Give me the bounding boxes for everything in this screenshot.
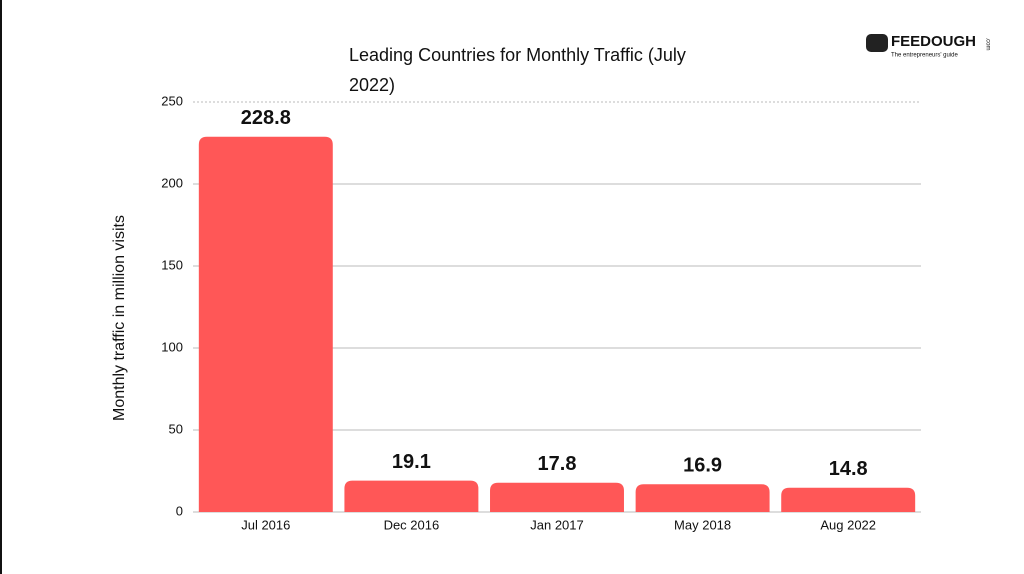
logo-tagline: The entrepreneurs' guide [891,53,959,59]
value-label: 17.8 [538,453,577,475]
value-label: 228.8 [241,107,291,129]
bar [490,482,624,512]
bar [781,487,916,512]
x-tick-label: Jan 2017 [530,517,584,532]
y-tick-label: 250 [161,93,183,108]
bar [344,480,479,512]
x-tick-label: May 2018 [674,517,731,532]
x-tick-label: Jul 2016 [241,517,290,532]
y-tick-label: 50 [169,421,183,436]
logo-name: FEEDOUGH [891,33,976,50]
x-tick-label: Aug 2022 [820,517,876,532]
logo: FEEDOUGH .com The entrepreneurs' guide [866,33,990,59]
y-tick-label: 200 [161,175,183,190]
y-axis-label: Monthly traffic in million visits [111,215,128,421]
y-tick-label: 0 [176,503,183,518]
x-tick-label: Dec 2016 [384,517,440,532]
logo-icon [866,34,888,52]
value-label: 16.9 [683,455,722,477]
logo-suffix: .com [984,37,990,50]
bar [198,136,333,512]
chart-title: Leading Countries for Monthly Traffic (J… [349,45,686,95]
y-tick-label: 150 [161,257,183,272]
y-tick-label: 100 [161,339,183,354]
value-label: 14.8 [829,458,868,480]
bar [635,484,770,512]
value-label: 19.1 [392,451,431,473]
